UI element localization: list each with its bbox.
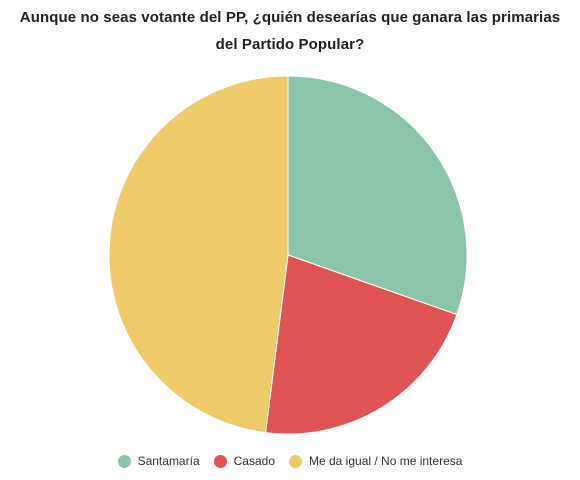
legend-label-santamaria: Santamaría bbox=[137, 454, 200, 468]
pie-slice-santamaria[interactable] bbox=[287, 75, 468, 316]
legend-swatch-santamaria bbox=[117, 454, 131, 468]
chart-title-line-1: Aunque no seas votante del PP, ¿quién de… bbox=[19, 9, 561, 26]
legend-item-me-da-igual[interactable]: Me da igual / No me interesa bbox=[289, 454, 462, 468]
legend-swatch-me-da-igual bbox=[289, 454, 302, 468]
legend-item-casado[interactable]: Casado bbox=[213, 454, 275, 468]
chart-title: Aunque no seas votante del PP, ¿quién de… bbox=[0, 4, 580, 58]
chart-legend: Santamaría Casado Me da igual / No me in… bbox=[0, 454, 580, 468]
pie-slice-casado[interactable] bbox=[265, 254, 458, 435]
legend-item-santamaria[interactable]: Santamaría bbox=[117, 454, 200, 468]
chart-title-line-2: del Partido Popular? bbox=[215, 36, 365, 53]
legend-label-casado: Casado bbox=[233, 454, 275, 468]
legend-swatch-casado bbox=[213, 454, 227, 468]
legend-label-me-da-igual: Me da igual / No me interesa bbox=[309, 454, 463, 468]
pie-slice-me-da-igual[interactable] bbox=[108, 75, 289, 434]
